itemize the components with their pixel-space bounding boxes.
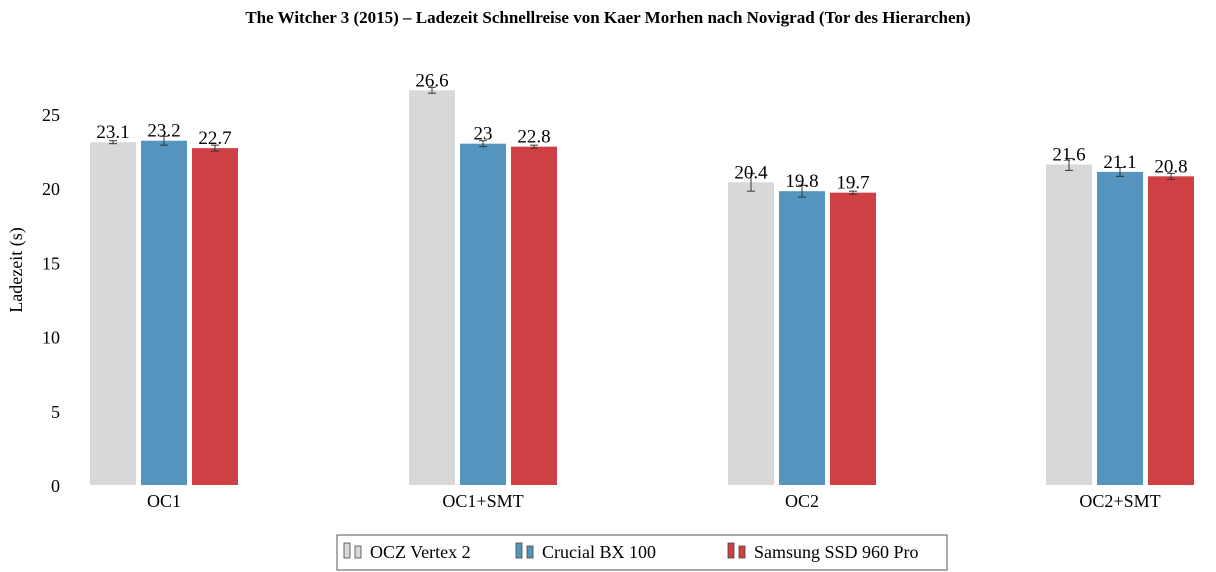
x-category-label: OC2 (785, 491, 819, 511)
y-tick-label: 20 (42, 179, 60, 199)
x-category-label: OC2+SMT (1079, 491, 1160, 511)
x-axis-categories: OC1 OC1+SMT OC2 OC2+SMT (147, 491, 1161, 511)
error-bar (160, 135, 168, 146)
legend-swatch (727, 542, 735, 559)
legend-swatch (354, 545, 362, 559)
legend-item: Samsung SSD 960 Pro (727, 542, 919, 562)
error-bar (530, 144, 538, 149)
bar (830, 192, 876, 486)
bar (728, 182, 774, 485)
bar (192, 148, 238, 485)
error-bar (479, 140, 487, 148)
error-bar (1116, 166, 1124, 177)
y-tick-label: 0 (51, 476, 60, 496)
chart-title: The Witcher 3 (2015) – Ladezeit Schnellr… (245, 8, 970, 27)
error-bar (109, 140, 117, 145)
legend-swatch (526, 545, 534, 559)
error-bar (211, 144, 219, 152)
legend-box (336, 534, 948, 571)
legend-swatch (515, 542, 523, 559)
bar (1046, 164, 1092, 485)
bar (779, 191, 825, 485)
data-label: 22.7 (198, 128, 231, 149)
data-labels: 23.1 23.2 22.7 26.6 23 22.8 20.4 19.8 19.7 21.6 21… (96, 70, 1187, 193)
data-label: 21.6 (1052, 144, 1085, 165)
error-bar (1065, 158, 1073, 171)
legend-label: Samsung SSD 960 Pro (754, 542, 919, 562)
legend-item: OCZ Vertex 2 (343, 542, 471, 562)
error-bar (798, 184, 806, 198)
data-label: 23 (474, 124, 493, 145)
legend-label: OCZ Vertex 2 (370, 542, 471, 562)
legend-swatch (343, 542, 351, 559)
bar (460, 143, 506, 485)
data-label: 23.1 (96, 122, 129, 143)
data-label: 19.7 (836, 173, 869, 194)
bar (141, 140, 187, 485)
y-axis-ticks: 0 5 10 15 20 25 (42, 105, 60, 496)
error-bars (109, 86, 1175, 198)
error-bar (747, 172, 755, 192)
y-tick-label: 15 (42, 253, 60, 273)
y-axis-label: Ladezeit (s) (6, 227, 27, 312)
bars (90, 90, 1194, 486)
x-category-label: OC1+SMT (442, 491, 523, 511)
x-category-label: OC1 (147, 491, 181, 511)
error-bar (1167, 172, 1175, 180)
legend: OCZ Vertex 2 Crucial BX 100 Samsung SSD 96… (336, 534, 948, 571)
bar (409, 90, 455, 486)
data-label: 21.1 (1103, 152, 1136, 173)
legend-label: Crucial BX 100 (542, 542, 656, 562)
bar (511, 146, 557, 485)
legend-item: Crucial BX 100 (515, 542, 656, 562)
y-tick-label: 5 (51, 402, 60, 422)
bar (1097, 171, 1143, 485)
data-label: 19.8 (785, 171, 818, 192)
data-label: 20.8 (1154, 156, 1187, 177)
data-label: 23.2 (147, 121, 180, 142)
y-tick-label: 10 (42, 328, 60, 348)
data-label: 22.8 (517, 127, 550, 148)
bar (90, 142, 136, 486)
error-bar (849, 190, 857, 195)
y-tick-label: 25 (42, 105, 60, 125)
data-label: 20.4 (734, 162, 768, 183)
bar (1148, 176, 1194, 485)
error-bar (428, 86, 436, 94)
data-label: 26.6 (415, 70, 448, 91)
legend-swatch (738, 545, 746, 559)
